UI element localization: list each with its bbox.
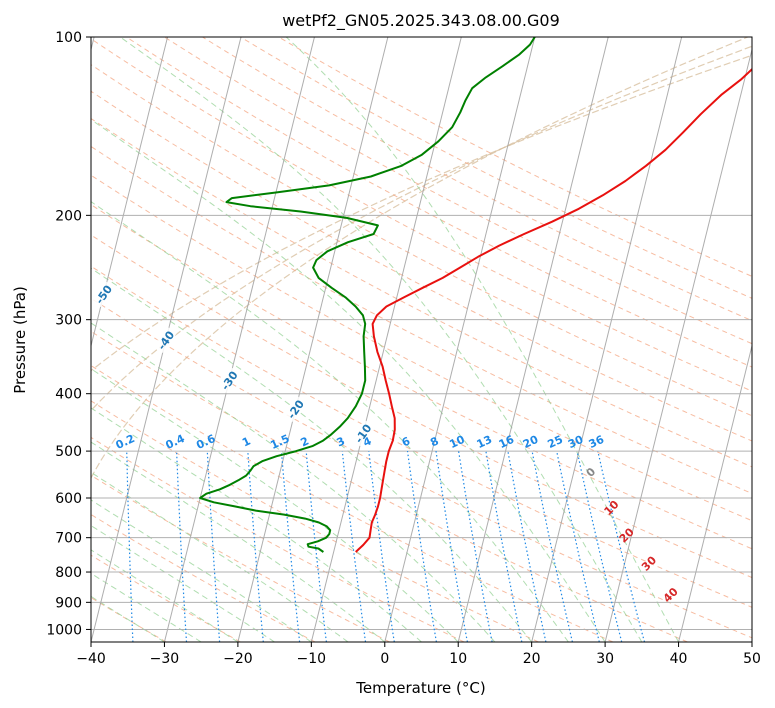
moist-adiabat-line (91, 441, 386, 642)
isotherm-line (604, 47, 752, 642)
dry-adiabat-line (91, 265, 752, 608)
isotherm-line (457, 37, 609, 642)
isotherm-line (237, 37, 389, 642)
moist-adiabat-line (91, 118, 606, 642)
moist-adiabat-line (285, 37, 680, 642)
dry-adiabat-line (91, 204, 752, 550)
chart-title: wetPf2_GN05.2025.343.08.00.G09 (282, 11, 560, 31)
y-axis-ticks: 100 200 300 400 500 600 700 800 900 1000 (46, 30, 91, 638)
isotherm-line (531, 37, 683, 642)
isotherm-label-bg (350, 419, 375, 447)
x-tick-label: 10 (449, 651, 467, 667)
dry-adiabat-line (91, 400, 539, 642)
mixing-ratio-line (435, 451, 468, 642)
isotherm-label-bg (216, 366, 241, 394)
y-tick-label: 1000 (46, 622, 82, 638)
mixing-ratio-label: 30 (566, 433, 586, 451)
moist-adiabats (91, 37, 680, 642)
dry-adiabat-line (91, 365, 614, 642)
x-axis-label: Temperature (°C) (355, 679, 485, 697)
isotherm-line (310, 37, 462, 642)
x-tick-label: 30 (596, 651, 614, 667)
isotherm-line (91, 37, 169, 348)
dry-adiabat-line (91, 90, 752, 442)
x-tick-label: 0 (380, 651, 389, 667)
isotherm-label-bg (282, 395, 307, 423)
dry-adiabat-line (91, 436, 465, 642)
temperature-profile (355, 67, 752, 553)
dry-adiabat-line (91, 38, 752, 392)
mixing-ratio-label: 25 (546, 433, 565, 451)
isotherm-line (163, 37, 315, 642)
x-tick-label: −20 (223, 651, 253, 667)
dry-adiabats (91, 37, 752, 642)
moist-adiabat-line (91, 407, 422, 642)
y-tick-label: 300 (55, 313, 82, 329)
mixing-ratio-line (597, 450, 646, 642)
isotherm-line (384, 37, 536, 642)
y-tick-label: 600 (55, 491, 82, 507)
mixing-ratio-line (576, 450, 623, 642)
theta-e-line (91, 54, 752, 372)
isotherm-line (678, 343, 752, 642)
mixing-ratio-line (485, 451, 523, 642)
x-tick-label: −40 (76, 651, 106, 667)
x-tick-label: −30 (150, 651, 180, 667)
mixing-ratio-line (368, 451, 395, 642)
x-tick-label: 20 (523, 651, 541, 667)
moist-adiabat-line (91, 267, 533, 642)
y-tick-label: 200 (55, 208, 82, 224)
dry-adiabat-line (202, 37, 752, 322)
theta-e-line (91, 37, 749, 480)
isotherm-label-bg (91, 280, 115, 308)
isotherm-label-bg (153, 326, 177, 353)
dry-adiabat-line (91, 117, 752, 468)
moist-adiabat-line (91, 471, 349, 642)
mixing-ratio-line (341, 451, 367, 642)
dewpoint-profile (199, 37, 536, 553)
y-axis-label: Pressure (hPa) (11, 286, 29, 394)
x-axis-ticks: −40 −30 −20 −10 0 10 20 30 40 50 (76, 642, 761, 667)
dry-adiabat-line (91, 234, 752, 579)
mixing-ratio-label: 13 (475, 433, 494, 451)
mixing-ratio-label: 16 (497, 433, 517, 451)
x-tick-label: −10 (297, 651, 327, 667)
x-tick-label: 40 (670, 651, 688, 667)
mixing-ratio-line (406, 451, 437, 642)
y-tick-label: 700 (55, 531, 82, 547)
y-tick-label: 900 (55, 595, 82, 611)
y-tick-label: 800 (55, 565, 82, 581)
sounding-profiles (199, 37, 752, 553)
dry-adiabat-line (91, 64, 752, 417)
moist-adiabat-line (91, 201, 569, 642)
plot-frame (90, 36, 753, 643)
mixing-ratio-label: 10 (447, 433, 467, 451)
mixing-ratio-line (531, 450, 573, 642)
moist-adiabat-line (91, 368, 459, 642)
mixing-ratio-label: 36 (587, 433, 607, 451)
dry-adiabat-line (164, 37, 752, 345)
mixing-ratio-line (556, 450, 600, 642)
x-tick-label: 50 (743, 651, 761, 667)
mixing-ratio-label: 20 (521, 433, 541, 451)
y-tick-label: 100 (55, 30, 82, 46)
isotherms (91, 37, 752, 642)
moist-adiabat-line (119, 37, 643, 642)
mixing-ratio-line (305, 451, 327, 642)
mixing-ratio-line (458, 451, 493, 642)
y-tick-label: 500 (55, 444, 82, 460)
dry-adiabat-line (91, 297, 752, 639)
dry-adiabat-line (126, 37, 752, 368)
mixing-ratio-lines (126, 450, 646, 642)
y-tick-label: 400 (55, 387, 82, 403)
dry-adiabat-line (91, 330, 688, 642)
plot-area: 0.10.20.40.611.52346810131620253036-100-… (91, 37, 752, 642)
dry-adiabat-line (240, 37, 752, 299)
mixing-ratio-line (507, 450, 547, 642)
